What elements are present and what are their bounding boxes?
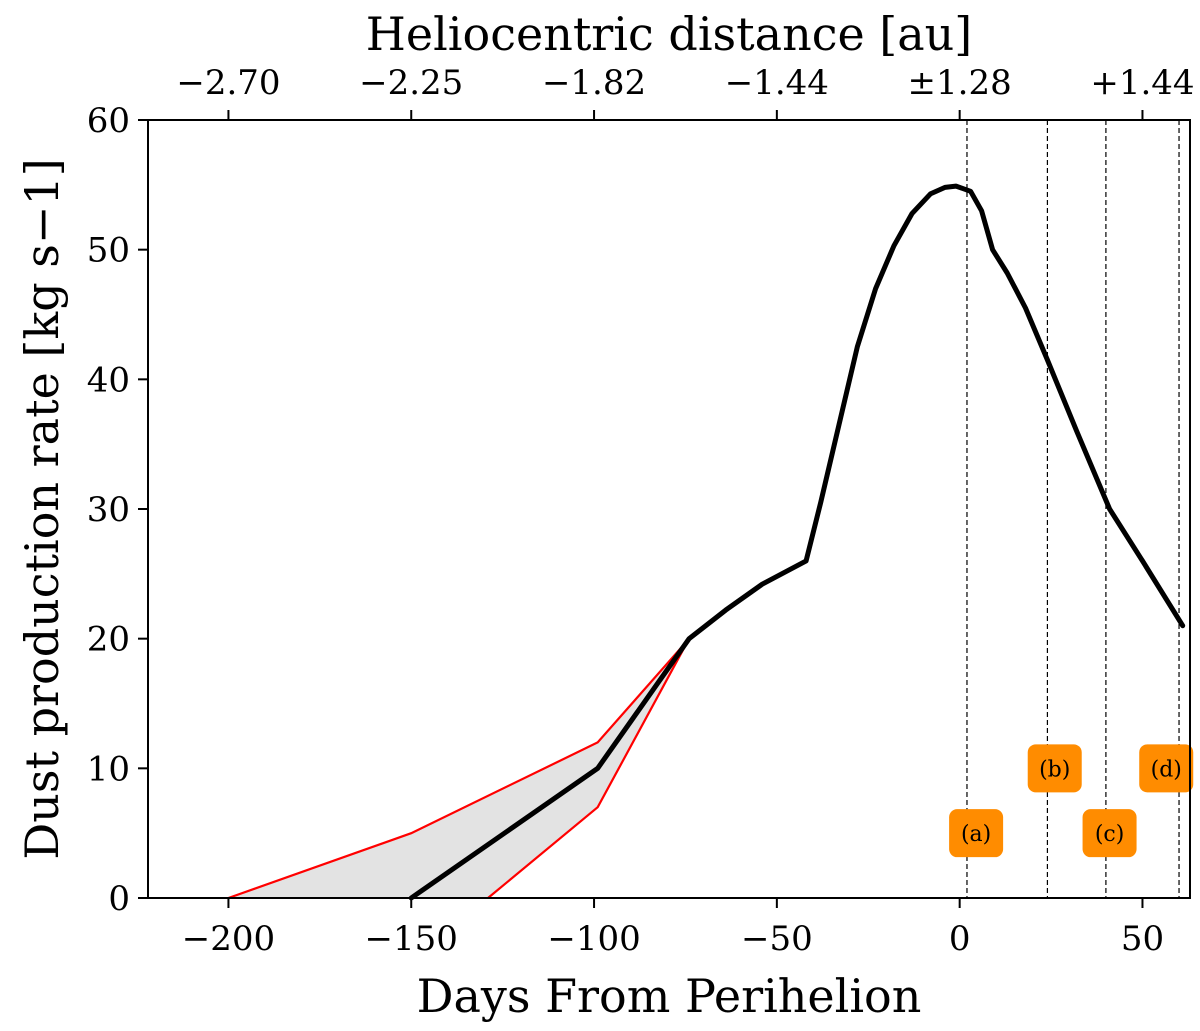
y-tick-label: 40 <box>87 360 130 400</box>
x-tick-label: 0 <box>949 919 971 959</box>
y-tick-label: 20 <box>87 620 130 660</box>
annotation-label: (a) <box>961 822 991 847</box>
y-tick-label: 0 <box>108 879 130 919</box>
top-tick-label: −2.25 <box>359 63 463 103</box>
dust-production-line <box>408 183 1186 901</box>
top-tick-label: −1.44 <box>725 63 829 103</box>
annotation-box-bg <box>1139 744 1194 793</box>
x-tick-label: −100 <box>547 919 640 959</box>
annotation-box: (d) <box>1139 744 1194 793</box>
annotation-box: (a) <box>949 809 1004 858</box>
x-tick-label: −200 <box>182 919 275 959</box>
x-tick-label: 50 <box>1121 919 1164 959</box>
tick-layer: −200 −150 −100 −50 0 50 0 10 20 30 40 50 60 −2.70 −2.2… <box>87 63 1195 959</box>
annotation-box: (c) <box>1082 809 1137 858</box>
annotation-label: (c) <box>1095 822 1125 847</box>
x-axis-title: Days From Perihelion <box>417 969 922 1023</box>
y-tick-label: 30 <box>87 490 130 530</box>
x-tick-label: −50 <box>741 919 813 959</box>
annotation-layer: (a) (b) (c) (d) <box>949 744 1194 858</box>
upper-bound-line <box>228 637 690 900</box>
y-axis-title: Dust production rate [kg s−1] <box>15 158 69 859</box>
annotation-label: (d) <box>1151 757 1182 782</box>
lower-bound-line <box>487 638 691 899</box>
top-tick-label: +1.44 <box>1090 63 1194 103</box>
annotation-label: (b) <box>1039 757 1070 782</box>
annotation-box: (b) <box>1027 744 1082 793</box>
top-tick-label: −1.82 <box>542 63 646 103</box>
y-tick-label: 50 <box>87 231 130 271</box>
y-tick-label: 60 <box>87 101 130 141</box>
top-tick-label: ±1.28 <box>908 63 1012 103</box>
top-axis-title: Heliocentric distance [au] <box>366 7 973 61</box>
annotation-box-bg <box>1027 744 1082 793</box>
top-tick-label: −2.70 <box>176 63 280 103</box>
y-tick-label: 10 <box>87 749 130 789</box>
annotation-box-bg <box>949 809 1004 858</box>
series-layer <box>228 183 1186 901</box>
annotation-box-bg <box>1082 809 1137 858</box>
x-tick-label: −150 <box>365 919 458 959</box>
